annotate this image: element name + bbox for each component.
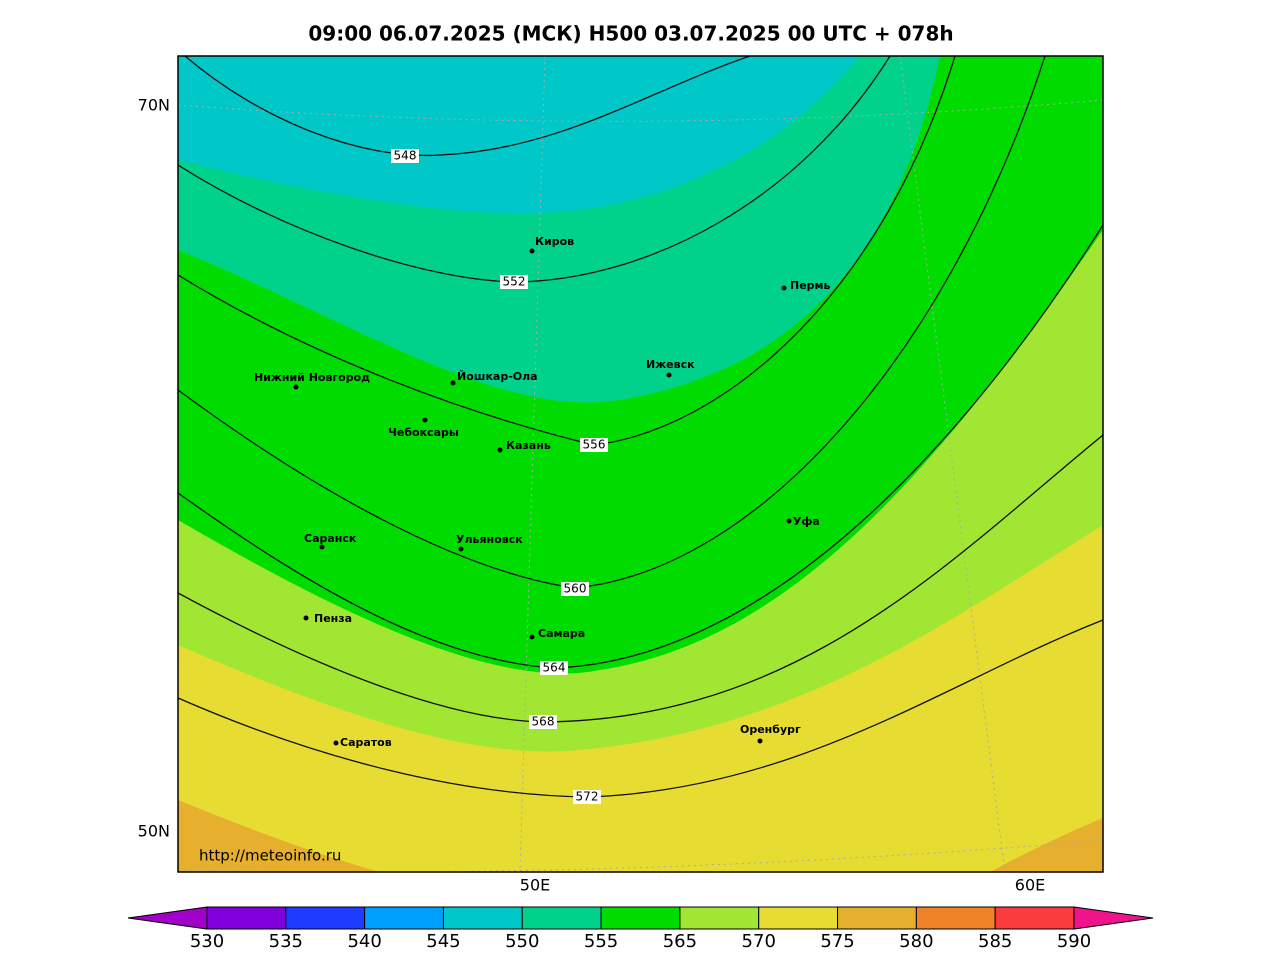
contour-label: 564 [543, 661, 566, 675]
colorbar-box [994, 906, 1075, 930]
contour-label-bg [529, 715, 557, 729]
colorbar-box [837, 906, 917, 930]
contour-label-bg [500, 275, 528, 289]
city-dot [529, 634, 535, 640]
city-name: Саранск [304, 532, 357, 545]
city-name: Оренбург [740, 723, 801, 736]
city-dot [757, 738, 763, 744]
city-dot [293, 384, 299, 390]
map-frame [177, 55, 1104, 873]
contour-line [178, 434, 1103, 723]
city-dot [497, 447, 503, 453]
colorbar-box [521, 906, 602, 930]
city-name: Самара [538, 627, 585, 640]
colorbar-label: 535 [269, 931, 303, 952]
contour-label-bg [573, 790, 601, 804]
city-dot [319, 544, 325, 550]
colorbar-label: 550 [505, 931, 539, 952]
city-name: Чебоксары [388, 426, 459, 439]
title: 09:00 06.07.2025 (МСК) H500 03.07.2025 0… [308, 22, 953, 46]
city-name: Казань [506, 439, 551, 452]
city-dot [529, 248, 535, 254]
colorbar-label: 585 [978, 931, 1012, 952]
contour-label: 556 [583, 438, 606, 452]
colorbar-box [442, 906, 523, 930]
colorbar-box [679, 906, 760, 930]
city-dot [450, 380, 456, 386]
contour-label: 552 [503, 275, 526, 289]
city-dot [786, 518, 792, 524]
city-dot [458, 546, 464, 552]
band-570-575 [178, 525, 1103, 872]
contour-label-bg [561, 582, 589, 596]
colorbar-box [206, 906, 287, 930]
colorbar-box [758, 906, 839, 930]
colorbar-label: 580 [899, 931, 933, 952]
map-area [178, 56, 1103, 872]
band-575-580 [178, 800, 380, 872]
colorbar-label: 555 [584, 931, 618, 952]
contour-line [178, 56, 1046, 589]
band-575-580 [990, 818, 1103, 872]
city-dot [666, 372, 672, 378]
contour-label: 548 [394, 149, 417, 163]
colorbar-box [915, 906, 996, 930]
parallel [178, 99, 1103, 122]
band-545-550 [178, 56, 860, 214]
colorbar-box [364, 906, 444, 930]
city-name: Уфа [793, 515, 820, 528]
city-name: Ульяновск [456, 533, 523, 546]
city-dot [781, 285, 787, 291]
colorbar [127, 906, 1154, 930]
meridian [519, 56, 546, 872]
colorbar-right-arrow [1073, 906, 1154, 930]
meridian [899, 56, 1006, 872]
colorbar-label: 565 [663, 931, 697, 952]
lat-label: 70N [138, 96, 170, 115]
colorbar-label: 545 [426, 931, 460, 952]
colorbar-box [285, 906, 366, 930]
colorbar-left-arrow [127, 906, 208, 930]
contour-line [184, 56, 751, 157]
city-name: Пермь [790, 279, 831, 292]
contour-label-bg [540, 661, 568, 675]
colorbar-label: 540 [347, 931, 381, 952]
city-name: Саратов [340, 736, 392, 749]
colorbar-label: 530 [190, 931, 224, 952]
contour-label: 568 [532, 715, 555, 729]
colorbar-box [600, 906, 681, 930]
lon-label: 50E [520, 876, 550, 895]
contour-label: 560 [564, 582, 587, 596]
contour-line [178, 224, 1103, 669]
city-dot [333, 740, 339, 746]
parallel [178, 839, 1103, 872]
contour-label-bg [391, 149, 419, 163]
city-name: Ижевск [646, 358, 695, 371]
city-name: Пенза [314, 612, 352, 625]
city-dot [303, 615, 309, 621]
lon-label: 60E [1015, 876, 1045, 895]
contour-label-bg [580, 438, 608, 452]
graticule [178, 56, 1103, 872]
lat-label: 50N [138, 822, 170, 841]
contour-label: 572 [576, 790, 599, 804]
city-name: Киров [535, 235, 574, 248]
colorbar-label: 570 [742, 931, 776, 952]
city-name: Йошкар-Ола [457, 370, 538, 383]
colorbar-label: 575 [820, 931, 854, 952]
city-name: Нижний Новгород [254, 371, 370, 384]
credit: http://meteoinfo.ru [199, 847, 341, 865]
colorbar-label: 590 [1057, 931, 1091, 952]
city-dot [422, 417, 428, 423]
